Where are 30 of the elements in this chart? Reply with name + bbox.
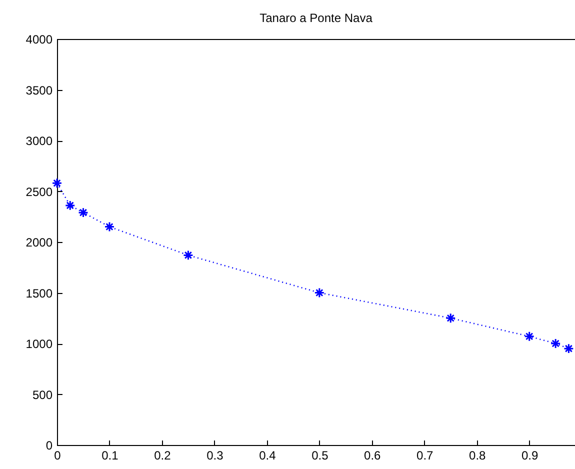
y-tick-label: 2500 [26, 184, 53, 199]
point [563, 343, 574, 354]
x-tick-label: 0.5 [312, 448, 329, 462]
point [52, 178, 62, 188]
x-tick-label: 0.4 [259, 448, 276, 462]
y-tick-label: 1500 [26, 286, 53, 300]
y-tick-label: 2000 [26, 236, 53, 250]
point [78, 207, 88, 218]
x-tick-label: 0.2 [154, 448, 172, 462]
x-tick-label: 0.3 [206, 448, 224, 462]
point [445, 312, 456, 324]
x-tick-label: 0.6 [364, 448, 382, 462]
y-tick-label: 3000 [26, 134, 53, 148]
x-tick-label: 0.1 [102, 448, 119, 462]
x-tick-label: 0.9 [521, 448, 539, 462]
y-tick-label: 3500 [26, 83, 53, 98]
y-tick-label: 1000 [26, 337, 53, 351]
y-tick-label: 0 [46, 438, 53, 452]
x-tick-label: 0 [54, 448, 62, 462]
point [104, 222, 115, 232]
x-tick-label: 0.8 [469, 448, 486, 462]
x-tick-label: 0.7 [416, 448, 434, 462]
point [64, 200, 76, 211]
point [182, 250, 194, 260]
point [550, 338, 561, 349]
point [524, 331, 535, 342]
chart-title: Tanaro a Ponte Nava [260, 11, 373, 25]
y-tick-label: 500 [32, 388, 53, 402]
y-tick-label: 4000 [26, 32, 53, 46]
point [314, 288, 325, 298]
